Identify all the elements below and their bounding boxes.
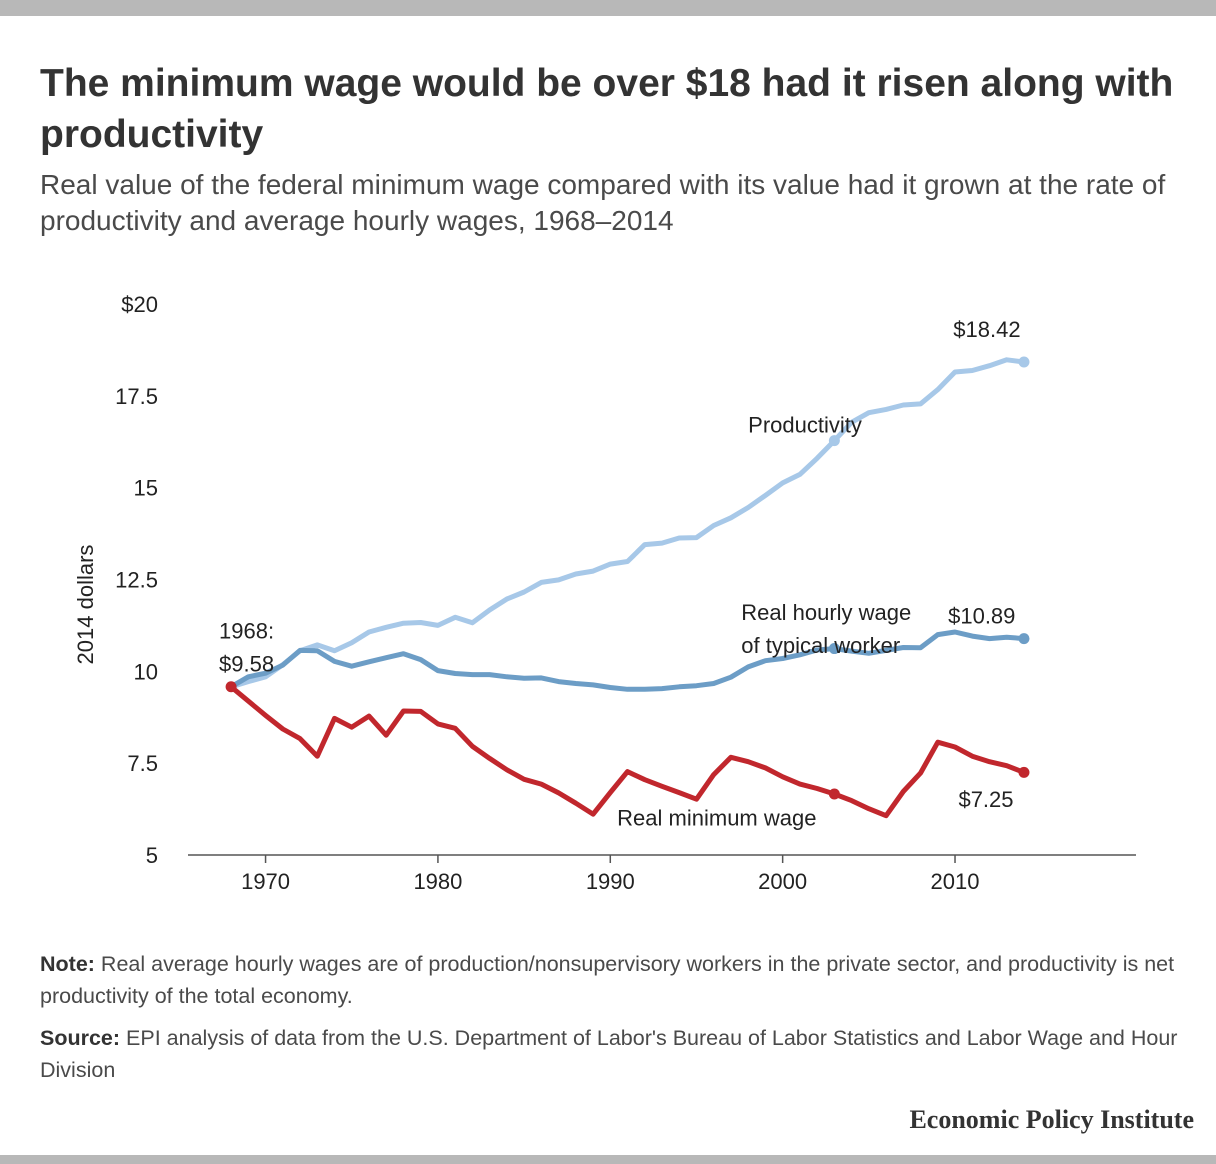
y-tick-label: 7.5 — [127, 751, 158, 776]
series-line-real-minimum-wage — [228, 684, 1027, 819]
bottom-border-bar — [0, 1155, 1216, 1164]
y-tick-label: 5 — [146, 843, 158, 868]
epi-logo-text: Economic Policy Institute — [909, 1105, 1194, 1134]
y-tick-label: 17.5 — [115, 384, 158, 409]
top-border-bar — [0, 0, 1216, 16]
x-tick-label: 1970 — [241, 869, 290, 894]
y-tick-label: 10 — [134, 659, 158, 684]
annotation-start-label-value: $9.58 — [219, 651, 274, 676]
x-tick-label: 2010 — [931, 869, 980, 894]
series-point-productivity — [1018, 356, 1030, 368]
series-point-real-minimum-wage — [828, 788, 840, 800]
chart-subtitle: Real value of the federal minimum wage c… — [40, 169, 1166, 236]
note-label: Note: — [40, 952, 95, 976]
annotation-label-wage-line1: Real hourly wage — [741, 600, 911, 625]
annotation-label-productivity: Productivity — [748, 413, 862, 438]
annotation-label-wage-line2: of typical worker — [741, 633, 900, 658]
annotation-start-label-year: 1968: — [219, 618, 274, 643]
note: Note: Real average hourly wages are of p… — [40, 948, 1180, 1012]
source: Source: EPI analysis of data from the U.… — [40, 1022, 1180, 1086]
annotation-label-minwage: Real minimum wage — [617, 806, 816, 831]
x-tick-label: 2000 — [758, 869, 807, 894]
series-line-real-hourly-wage-of-typical-worker — [228, 629, 1027, 692]
chart-notes: Note: Real average hourly wages are of p… — [40, 948, 1180, 1096]
start-point-1968 — [225, 681, 237, 693]
source-text: EPI analysis of data from the U.S. Depar… — [40, 1026, 1178, 1082]
series-line-productivity — [228, 357, 1027, 690]
annotation-label-wage-end: $10.89 — [948, 604, 1015, 629]
source-label: Source: — [40, 1026, 121, 1050]
annotation-label-productivity-end: $18.42 — [953, 317, 1020, 342]
series-point-real-hourly-wage-of-typical-worker — [1018, 633, 1030, 645]
annotation-label-minwage-end: $7.25 — [958, 787, 1013, 812]
series-point-productivity — [828, 435, 840, 447]
x-tick-label: 1980 — [413, 869, 462, 894]
chart-title: The minimum wage would be over $18 had i… — [40, 62, 1174, 156]
y-axis-title: 2014 dollars — [73, 545, 98, 665]
note-text: Real average hourly wages are of product… — [40, 952, 1175, 1008]
series-point-real-hourly-wage-of-typical-worker — [828, 643, 840, 655]
line-chart: $20 17.5 15 12.5 10 7.5 5 2014 dollars 1970 1980 1… — [73, 292, 1136, 894]
y-tick-label: $20 — [121, 292, 158, 317]
y-tick-label: 15 — [134, 476, 158, 501]
x-tick-label: 1990 — [586, 869, 635, 894]
series-point-real-minimum-wage — [1018, 766, 1030, 778]
y-tick-label: 12.5 — [115, 568, 158, 593]
